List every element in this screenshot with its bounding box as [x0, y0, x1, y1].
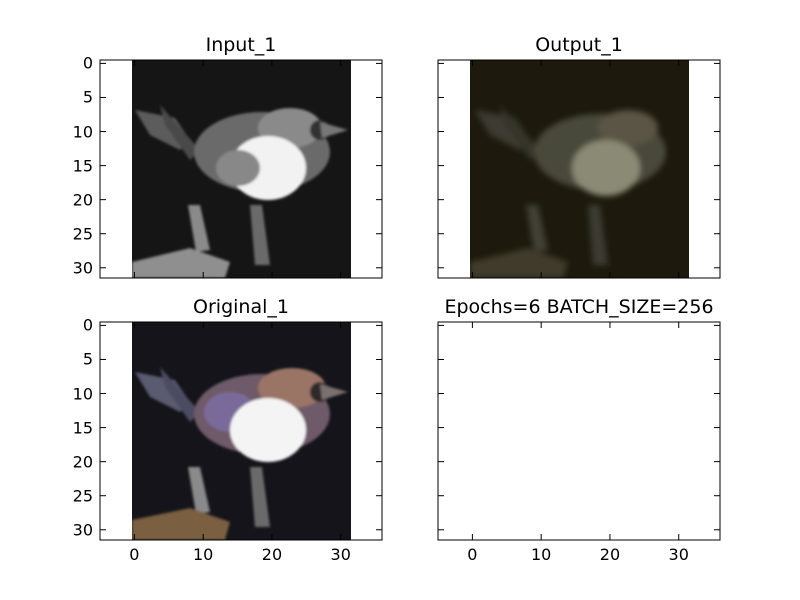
y-tick-label: 20 — [72, 452, 93, 472]
original-image — [132, 322, 351, 540]
axes-frame — [437, 59, 721, 279]
y-tick-label: 15 — [72, 156, 93, 176]
axes-frame — [99, 59, 383, 279]
output-image — [470, 60, 689, 278]
panel-title: Original_1 — [193, 296, 289, 318]
y-tick-label: 5 — [82, 87, 93, 107]
x-tick-label: 20 — [261, 545, 283, 564]
x-tick-label: 20 — [599, 545, 621, 564]
panel-title: Output_1 — [535, 34, 623, 56]
y-tick-label: 30 — [72, 520, 93, 540]
y-tick-label: 10 — [72, 384, 93, 404]
x-tick-label: 0 — [467, 545, 478, 564]
panel-title: Epochs=6 BATCH_SIZE=256 — [444, 296, 714, 318]
y-tick-label: 15 — [72, 418, 93, 438]
x-tick-label: 10 — [530, 545, 552, 564]
y-tick-label: 20 — [72, 190, 93, 210]
y-tick-label: 0 — [82, 315, 93, 335]
y-tick-label: 10 — [72, 122, 93, 142]
x-tick-label: 0 — [129, 545, 140, 564]
x-tick-label: 10 — [192, 545, 214, 564]
y-tick-label: 5 — [82, 349, 93, 369]
x-tick-label: 30 — [330, 545, 351, 564]
panel-title: Input_1 — [205, 34, 277, 56]
axes-frame — [99, 321, 383, 541]
x-tick-label: 30 — [668, 545, 689, 564]
axes-frame — [437, 321, 721, 541]
y-tick-label: 25 — [72, 224, 93, 244]
y-tick-label: 0 — [82, 53, 93, 73]
input-image — [132, 60, 351, 278]
y-tick-label: 30 — [72, 258, 93, 278]
y-tick-label: 25 — [72, 486, 93, 506]
